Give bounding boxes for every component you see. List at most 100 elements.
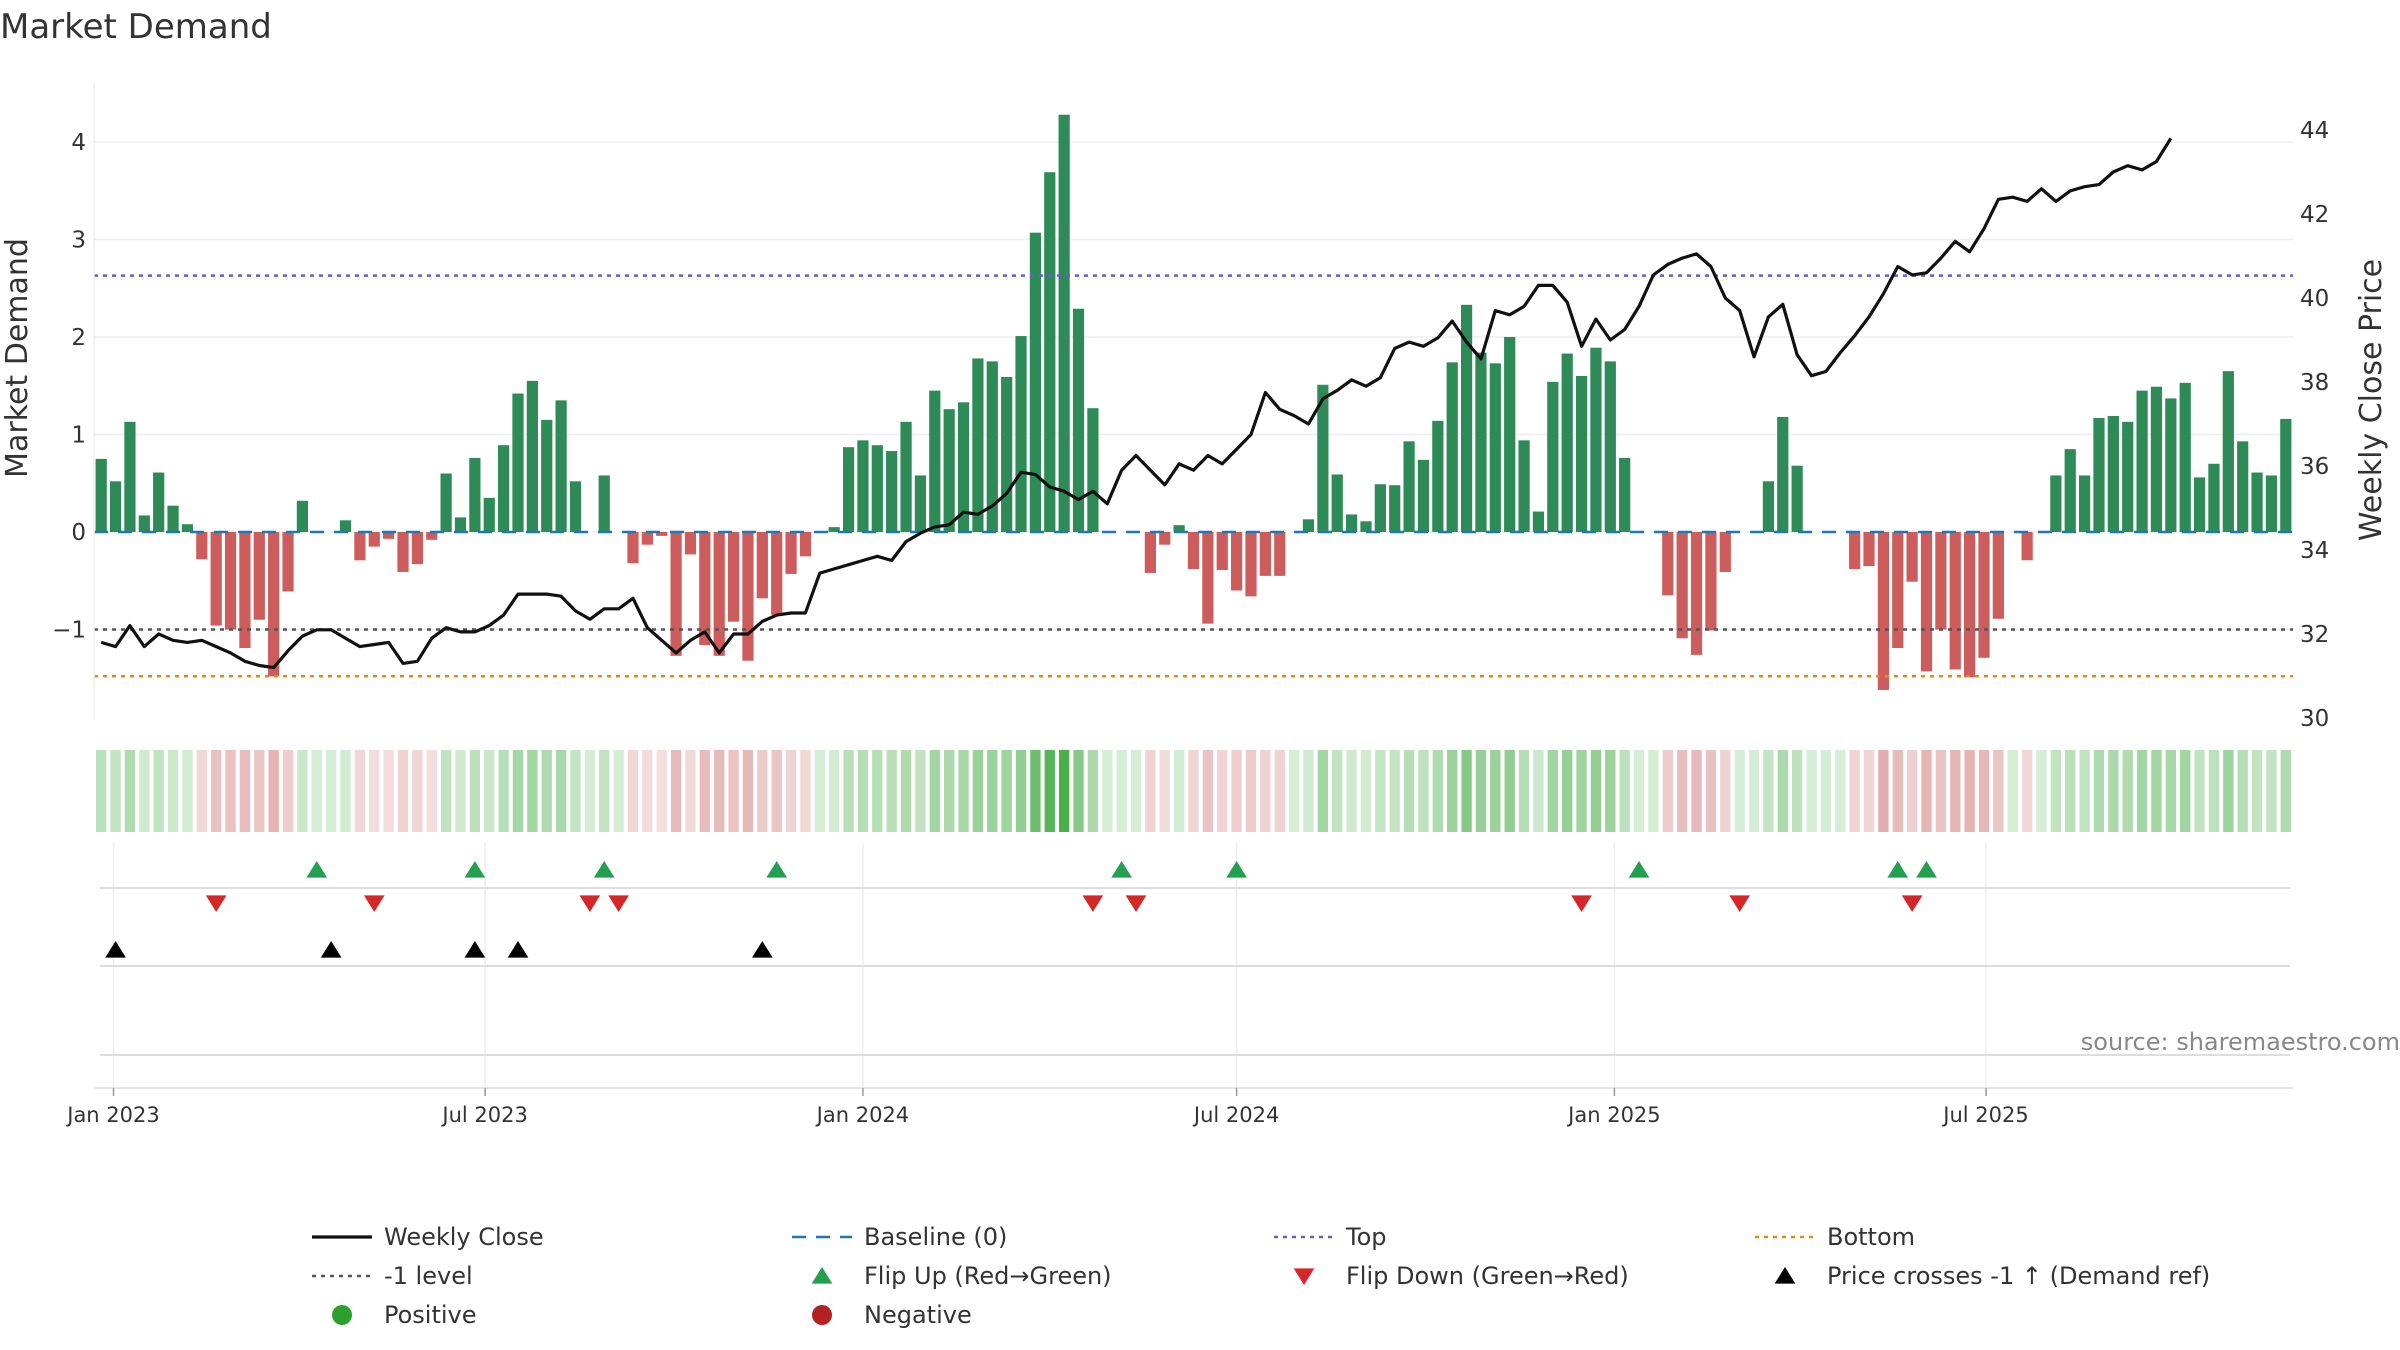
demand-bar (1259, 532, 1271, 576)
y2-axis-label: Weekly Close Price (2354, 259, 2389, 541)
strength-cell (1159, 750, 1170, 832)
signals-panel (100, 861, 2290, 1056)
x-tick-label: Jul 2025 (1941, 1103, 2028, 1127)
strength-cell (1562, 750, 1573, 832)
strength-cell (1058, 750, 1070, 832)
strength-cell (1950, 750, 1961, 832)
strength-cell (498, 750, 509, 832)
strength-cell (383, 750, 394, 832)
legend-swatch (812, 1305, 832, 1325)
strength-cell (1130, 750, 1142, 832)
y2-tick-label: 44 (2300, 118, 2329, 144)
demand-bar (1001, 376, 1013, 532)
flip-up-marker (593, 861, 615, 878)
weekly-close-line (100, 137, 2173, 670)
strength-cell (1777, 750, 1788, 832)
strength-cell (943, 750, 955, 832)
strength-cell (1705, 750, 1717, 832)
legend-label: Positive (384, 1301, 477, 1329)
source-label: source: sharemaestro.com (2081, 1028, 2400, 1056)
strength-cell (1403, 750, 1415, 832)
y2-tick-label: 38 (2300, 370, 2329, 396)
demand-bar (339, 520, 352, 532)
demand-bar (153, 472, 165, 532)
strength-cell (1748, 750, 1760, 832)
demand-bar (411, 532, 423, 565)
strength-cell (225, 750, 236, 832)
legend-item-close: Weekly Close (312, 1223, 544, 1251)
demand-bar (914, 475, 927, 532)
strength-cell (182, 750, 193, 832)
strength-cell (1260, 750, 1271, 832)
demand-bar (1705, 532, 1717, 631)
flip-down-marker (608, 895, 629, 912)
flip-down-marker (1901, 895, 1923, 912)
flip-up-marker (1628, 861, 1650, 878)
strength-cell (800, 750, 811, 832)
demand-bar (2179, 382, 2191, 532)
demand-bar (1345, 514, 1358, 532)
strength-cell (340, 750, 351, 832)
strength-cell (311, 750, 322, 832)
strength-cell (1576, 750, 1587, 832)
strength-cell (1447, 750, 1458, 832)
demand-bar (2237, 441, 2249, 532)
strength-cell (627, 750, 639, 832)
demand-bar (1992, 532, 2004, 619)
strength-cell (2280, 750, 2291, 832)
demand-bar (1015, 336, 1027, 532)
y-tick-label: 1 (71, 423, 86, 449)
demand-bar (498, 445, 510, 532)
strength-cell (1849, 750, 1860, 832)
strength-cell (1375, 750, 1386, 832)
y2-tick-label: 34 (2300, 538, 2329, 564)
legend-item-top: Top (1274, 1223, 1387, 1251)
demand-bar (713, 532, 725, 656)
demand-bar (2193, 477, 2206, 532)
demand-bar (627, 532, 639, 564)
strength-cell (886, 750, 897, 832)
strength-cell (2208, 750, 2220, 832)
strength-cell (210, 750, 222, 832)
strength-cell (1720, 750, 1731, 832)
strength-cell (656, 750, 667, 832)
y2-tick-label: 40 (2300, 286, 2329, 312)
strength-cell (1332, 750, 1343, 832)
flip-up-marker (306, 861, 328, 878)
strength-cell (1763, 750, 1774, 832)
strength-cell (2065, 750, 2076, 832)
demand-bar (641, 532, 653, 545)
demand-bar (957, 402, 970, 532)
grid-layer (94, 141, 2293, 1088)
demand-bar (1849, 532, 1861, 570)
strength-cell (958, 750, 969, 832)
legend-label: -1 level (384, 1262, 473, 1290)
demand-bar (1892, 532, 1904, 649)
strength-cell (354, 750, 366, 832)
demand-bar (1058, 114, 1070, 532)
strength-cell (527, 750, 538, 832)
legend-swatch (332, 1305, 352, 1325)
strength-cell (512, 750, 524, 832)
legend-swatch (1293, 1268, 1315, 1285)
demand-bar (1547, 381, 1559, 532)
demand-bar (1044, 172, 1056, 532)
strength-cell (1676, 750, 1688, 832)
strength-cell (570, 750, 581, 832)
demand-bar (1863, 532, 1875, 567)
strength-cell (2079, 750, 2090, 832)
x-tick-label: Jan 2024 (815, 1103, 910, 1127)
demand-bar (268, 532, 280, 677)
y2-tick-label: 36 (2300, 454, 2329, 480)
x-tick-label: Jan 2023 (65, 1103, 160, 1127)
demand-bar (1489, 363, 1501, 532)
y2-tick-label: 42 (2300, 202, 2329, 228)
demand-bar (469, 457, 481, 532)
demand-bar (1159, 532, 1171, 545)
demand-bar (296, 500, 309, 532)
demand-bar (799, 532, 812, 557)
strength-cell (642, 750, 653, 832)
strength-cell (153, 750, 164, 832)
demand-bar (699, 532, 711, 646)
demand-bar (1561, 353, 1573, 532)
